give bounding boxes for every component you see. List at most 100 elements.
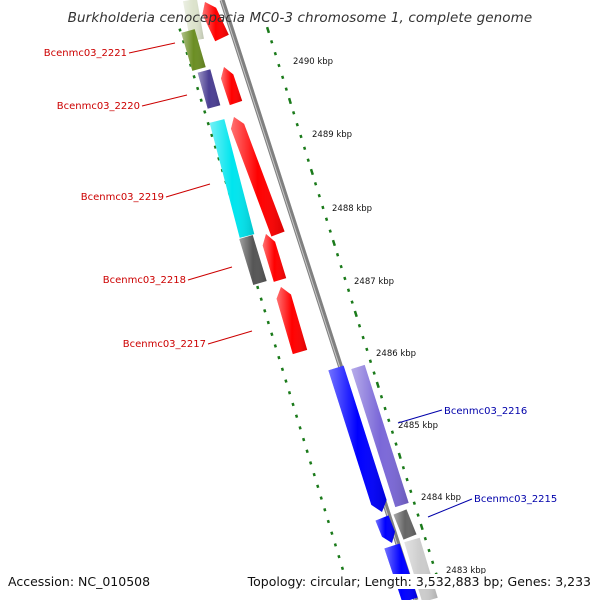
gene-label: Bcenmc03_2217 — [123, 339, 206, 350]
gene-label: Bcenmc03_2221 — [44, 48, 127, 59]
inner-tick-dot — [321, 205, 325, 210]
gene-label-leader — [207, 330, 253, 345]
inner-tick-dot — [397, 452, 402, 460]
inner-tick-dot — [375, 381, 380, 389]
inner-tick-dot — [302, 146, 307, 151]
kbp-tick-label: 2486 kbp — [376, 349, 416, 359]
outer-tick-dot — [333, 543, 338, 547]
inner-tick-dot — [328, 229, 332, 233]
outer-tick-dot — [188, 63, 193, 67]
inner-tick-dot — [317, 193, 321, 198]
inner-tick-dot — [292, 111, 296, 115]
inner-tick-dot — [295, 122, 299, 127]
inner-tick-dot — [383, 406, 387, 411]
gene-label-leader — [141, 94, 188, 107]
red-cds-4-shade — [262, 234, 287, 282]
inner-tick-dot — [306, 158, 310, 162]
red-cds-1-shade — [202, 2, 229, 42]
inner-tick-dot — [265, 26, 271, 34]
kbp-label-layer: 2490 kbp 2489 kbp 2488 kbp 2487 kbp 2486 kbp… — [293, 57, 486, 576]
kbp-tick-label: 2484 kbp — [421, 493, 461, 503]
gene-label: Bcenmc03_2216 — [444, 406, 527, 417]
kbp-tick-label: 2488 kbp — [332, 204, 372, 214]
gene-label-leader — [187, 266, 233, 281]
inner-tick-dot — [431, 560, 435, 565]
red-cds-2-shade — [221, 67, 243, 106]
inner-tick-dot — [409, 489, 413, 494]
inner-tick-dot — [372, 371, 376, 375]
kbp-tick-label: 2485 kbp — [398, 421, 438, 431]
inner-tick-dot — [361, 335, 365, 340]
inner-tick-dot — [339, 264, 343, 269]
outer-tick-dot — [312, 472, 316, 477]
inner-tick-dot — [335, 252, 340, 257]
outer-tick-dot — [326, 519, 330, 524]
inner-tick-dot — [416, 513, 420, 517]
olive-cds-shade — [181, 29, 206, 71]
cyan-cds-shade — [209, 119, 255, 238]
inner-tick-dot — [313, 182, 318, 186]
inner-tick-dot — [412, 501, 416, 505]
inner-tick-dot — [287, 97, 292, 105]
gene-label: Bcenmc03_2219 — [81, 192, 164, 203]
accession-text: Accession: NC_010508 — [8, 574, 151, 589]
inner-tick-dot — [368, 359, 373, 364]
gene-label: Bcenmc03_2218 — [103, 275, 186, 286]
inner-tick-dot — [390, 430, 395, 434]
map-title: Burkholderia cenocepacia MC0-3 chromosom… — [67, 10, 533, 26]
inner-tick-dot — [350, 300, 354, 304]
outer-tick-dot — [178, 28, 182, 32]
indigo-cds-shade — [197, 69, 221, 109]
blue-cds-2-shade — [375, 515, 395, 543]
backbone-highlight — [220, 0, 416, 600]
outer-tick-dot — [294, 414, 299, 418]
genome-summary-text: Topology: circular; Length: 3,532,883 bp… — [247, 574, 591, 589]
outer-tick-dot — [284, 379, 288, 383]
inner-tick-dot — [427, 548, 431, 553]
outer-tick-dot — [263, 309, 267, 313]
backbone-line — [219, 0, 419, 600]
outer-tick-dot — [203, 110, 207, 114]
blue-cds-1-shade — [328, 365, 387, 512]
inner-tick-dot — [357, 323, 362, 328]
lavender-cds-shade — [351, 364, 409, 508]
inner-tick-dot — [353, 310, 358, 318]
inner-tick-dot — [346, 288, 351, 293]
kbp-tick-label: 2483 kbp — [446, 566, 486, 576]
outer-tick-dot — [210, 133, 214, 138]
gene-label-layer: Bcenmc03_2221 Bcenmc03_2220 Bcenmc03_2219 B… — [44, 42, 557, 518]
inner-tick-dot — [379, 394, 384, 399]
outer-tick-dot — [213, 145, 217, 149]
inner-tick-dot — [423, 536, 427, 541]
outer-tick-dot — [323, 508, 327, 512]
inner-tick-dot — [270, 40, 274, 44]
inner-tick-dot — [394, 442, 398, 446]
gray-cds-1-shade — [239, 235, 267, 285]
inner-tick-dot — [387, 418, 391, 423]
kbp-tick-label: 2490 kbp — [293, 57, 333, 67]
outer-tick-dot — [316, 484, 320, 489]
gene-label: Bcenmc03_2220 — [57, 101, 140, 112]
outer-tick-dot — [217, 156, 221, 161]
inner-tick-dot — [419, 523, 424, 531]
outer-tick-dot — [277, 355, 281, 360]
outer-tick-dot — [192, 75, 196, 79]
gene-label-leader — [128, 42, 176, 54]
inner-tick-dot — [299, 134, 303, 139]
inner-tick-dot — [401, 465, 406, 470]
inner-tick-dot — [273, 51, 277, 56]
outer-tick-dot — [266, 320, 270, 325]
outer-tick-dot — [309, 461, 313, 465]
pale-cds-shade — [183, 0, 204, 42]
inner-tick-dot — [324, 217, 329, 222]
outer-tick-dot — [330, 531, 334, 535]
inner-tick-dot — [284, 87, 288, 91]
kbp-tick-label: 2489 kbp — [312, 130, 352, 140]
outer-tick-dot — [340, 566, 345, 571]
outer-tick-dot — [291, 402, 295, 407]
inner-tick-dot — [309, 168, 314, 176]
gene-label-leader — [165, 183, 211, 198]
kbp-tick-label: 2487 kbp — [354, 277, 394, 287]
inner-tick-dot — [331, 239, 336, 247]
